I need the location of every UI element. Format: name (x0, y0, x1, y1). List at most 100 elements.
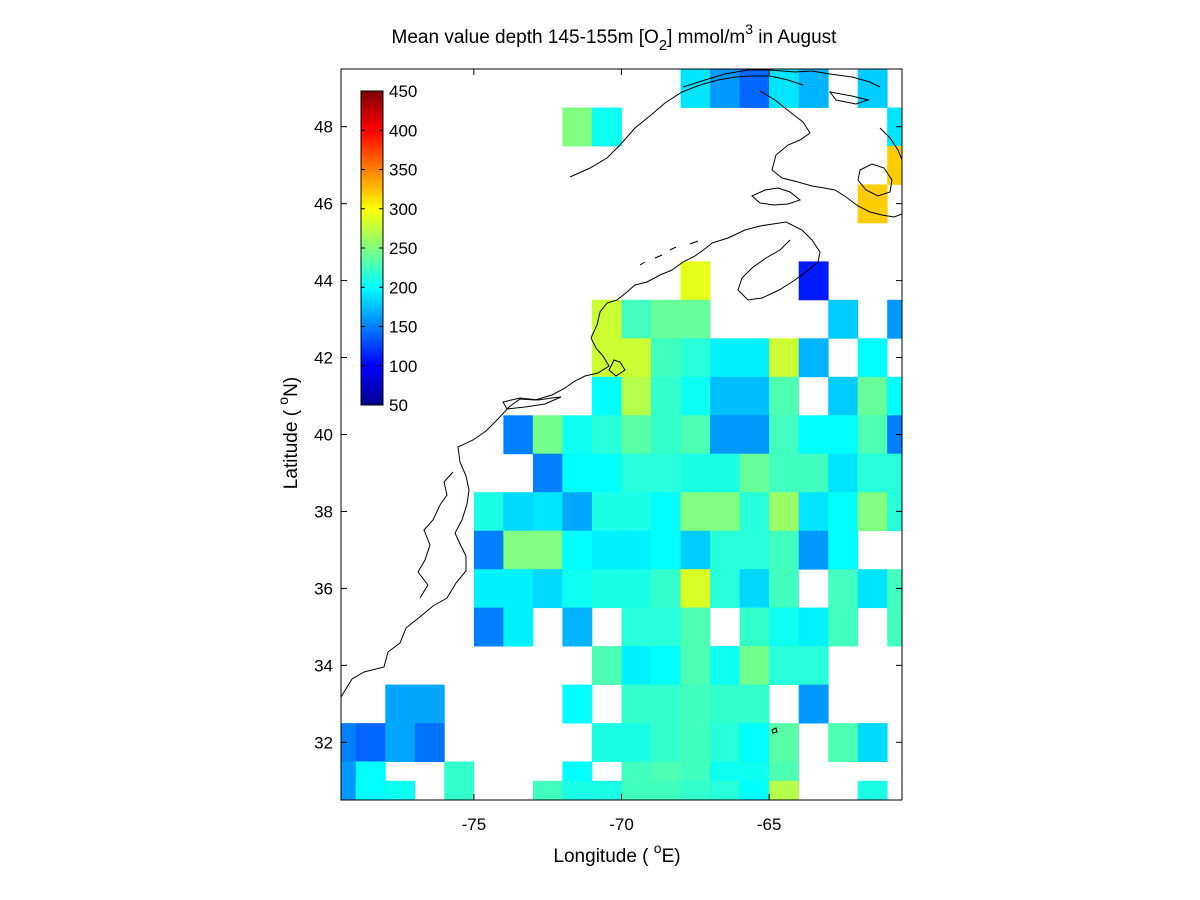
data-cell (562, 492, 593, 532)
data-cell (473, 492, 504, 532)
data-cell (621, 780, 652, 800)
y-tick-label: 36 (314, 579, 333, 598)
data-cell (503, 492, 534, 532)
data-cell (592, 780, 622, 800)
data-cell (592, 530, 622, 570)
y-tick-label: 48 (314, 118, 333, 137)
coastline-cape-cod (608, 359, 626, 377)
data-cell (887, 453, 902, 493)
axis-ticks (341, 69, 902, 800)
data-cell (651, 338, 681, 378)
data-cell (798, 261, 829, 301)
data-cell (680, 780, 711, 800)
data-cell (680, 530, 711, 570)
data-cell (739, 607, 770, 647)
data-cell (739, 415, 770, 455)
data-cell (798, 684, 829, 724)
data-cell (592, 107, 622, 147)
data-cell (503, 415, 534, 455)
data-cell (621, 415, 652, 455)
y-tick-label: 34 (314, 656, 333, 675)
coastline-gaspe (759, 90, 902, 218)
data-cell (680, 453, 711, 493)
colorbar-tick-label: 350 (389, 161, 417, 180)
data-cell (710, 453, 740, 493)
data-cell (385, 684, 416, 724)
data-cell (592, 299, 622, 339)
data-cell (710, 492, 740, 532)
data-cell (621, 684, 652, 724)
axis-tick-labels: -75 -70 -65 32 34 36 38 40 42 44 46 48 (314, 118, 781, 834)
data-cell (503, 530, 534, 570)
data-cell (887, 376, 902, 416)
data-cell (651, 569, 681, 609)
data-cell (592, 415, 622, 455)
data-cell (769, 569, 799, 609)
colorbar-tick-label: 450 (389, 82, 417, 101)
data-cell (857, 569, 888, 609)
data-cell (828, 376, 859, 416)
data-cell (385, 780, 416, 800)
coastline-chesapeake (417, 471, 454, 599)
data-cell (739, 684, 770, 724)
data-cell (621, 376, 652, 416)
data-cell (857, 780, 888, 800)
xlabel-prefix: Longitude ( (553, 846, 653, 867)
data-cell (798, 338, 829, 378)
data-cell (680, 376, 711, 416)
data-cell (887, 492, 902, 532)
coastline-us-east (341, 242, 713, 698)
data-cell (680, 684, 711, 724)
data-cell (680, 492, 711, 532)
data-cell (651, 780, 681, 800)
data-cell (355, 780, 386, 800)
data-cell (828, 415, 859, 455)
data-cell (532, 780, 563, 800)
data-cell (739, 338, 770, 378)
data-cell (769, 780, 799, 800)
data-cell (798, 453, 829, 493)
data-cell (680, 569, 711, 609)
coastline-newfoundland (879, 127, 902, 161)
data-cell (621, 299, 652, 339)
data-cell (680, 723, 711, 762)
colorbar-tick-label: 250 (389, 239, 417, 258)
data-cell (532, 492, 563, 532)
coastline-st-lawrence-south (569, 75, 804, 178)
data-cell (710, 338, 740, 378)
data-cells (341, 69, 902, 800)
data-cell (651, 376, 681, 416)
coastline-st-lawrence-north (682, 69, 881, 88)
data-cell (710, 415, 740, 455)
data-cell (828, 530, 859, 570)
data-cell (739, 530, 770, 570)
data-cell (621, 646, 652, 685)
title-suffix: in August (753, 27, 837, 48)
data-cell (739, 646, 770, 685)
ylabel-suffix: N) (281, 377, 302, 397)
y-axis-label: Latitude ( oN) (275, 377, 302, 489)
data-cell (503, 569, 534, 609)
data-cell (887, 299, 902, 339)
data-cell (887, 145, 902, 185)
data-cell (562, 684, 593, 724)
y-tick-label: 46 (314, 195, 333, 214)
data-cell (651, 492, 681, 532)
colorbar-tick-label: 300 (389, 200, 417, 219)
data-cell (562, 107, 593, 147)
data-cell (769, 376, 799, 416)
colorbar-tick-label: 150 (389, 318, 417, 337)
data-cell (562, 607, 593, 647)
data-cell (710, 646, 740, 685)
data-cell (798, 415, 829, 455)
data-cell (710, 780, 740, 800)
data-cell (680, 69, 711, 108)
data-cell (592, 569, 622, 609)
xlabel-suffix: E) (662, 846, 681, 867)
data-cell (857, 453, 888, 493)
data-cell (651, 607, 681, 647)
title-subscript: 2 (659, 37, 667, 54)
data-cell (532, 453, 563, 493)
data-cell (769, 338, 799, 378)
data-cell (651, 530, 681, 570)
